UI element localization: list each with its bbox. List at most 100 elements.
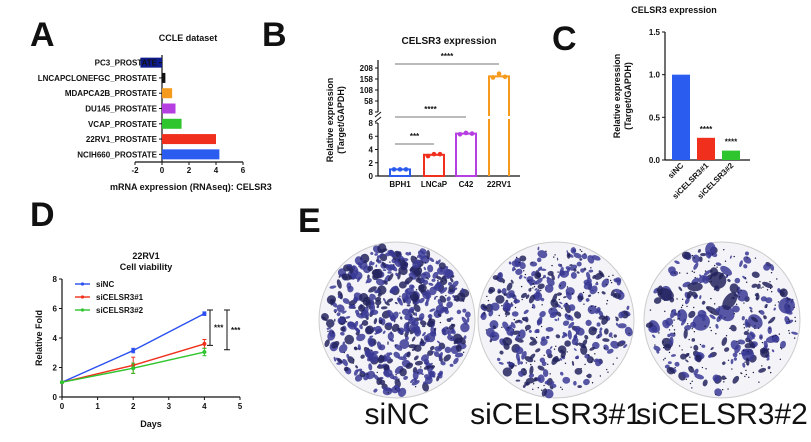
stained-cell <box>385 264 393 272</box>
bar <box>488 75 510 176</box>
stained-cell <box>405 252 410 256</box>
stained-cell <box>449 363 454 367</box>
stained-cell <box>501 288 507 295</box>
pore-dot <box>794 320 797 322</box>
pore-dot <box>537 275 540 278</box>
y-tick-label: 1.0 <box>649 71 661 80</box>
pore-dot <box>483 311 485 314</box>
stained-cell <box>663 343 672 351</box>
cell-image-1 <box>318 241 476 399</box>
stained-cell <box>657 288 674 301</box>
stained-cell <box>412 295 420 303</box>
pore-dot <box>711 253 714 255</box>
pore-dot <box>523 270 525 272</box>
stained-cell <box>355 331 360 336</box>
pore-dot <box>663 299 666 301</box>
pore-dot <box>746 363 748 365</box>
stained-cell <box>412 311 416 316</box>
stained-cell <box>773 307 776 311</box>
pore-dot <box>761 365 763 367</box>
pore-dot <box>513 318 515 321</box>
pore-dot <box>774 304 776 306</box>
stained-cell <box>360 354 365 359</box>
stained-cell <box>615 322 618 326</box>
stained-cell <box>431 278 436 282</box>
stained-cell <box>603 344 609 351</box>
y-tick-label: 0 <box>369 172 374 181</box>
y-tick-label: 158 <box>360 75 374 84</box>
stained-cell <box>325 319 335 328</box>
stained-cell <box>712 374 720 383</box>
stained-cell <box>367 337 375 347</box>
pore-dot <box>425 338 428 340</box>
stained-cell <box>398 387 407 397</box>
pore-dot <box>366 373 369 375</box>
stained-cell <box>395 272 399 277</box>
pore-dot <box>765 306 768 308</box>
pore-dot <box>597 334 600 336</box>
category-label: DU145_PROSTATE <box>85 105 157 114</box>
stained-cell <box>333 318 336 322</box>
panel-label-d: D <box>30 196 55 234</box>
pore-dot <box>554 254 556 256</box>
stained-cell <box>418 281 423 284</box>
pore-dot <box>681 349 683 351</box>
stained-cell <box>724 347 730 352</box>
stained-cell <box>420 278 426 283</box>
stained-cell <box>414 256 418 260</box>
pore-dot <box>455 295 457 297</box>
pore-dot <box>541 389 543 391</box>
significance-bracket <box>207 309 213 346</box>
pore-dot <box>745 373 748 376</box>
stained-cell <box>446 296 451 302</box>
data-point <box>490 75 496 80</box>
stained-cell <box>601 316 609 325</box>
pore-dot <box>584 363 586 366</box>
stained-cell <box>573 325 581 333</box>
stained-cell <box>515 352 520 362</box>
pore-dot <box>525 329 527 332</box>
stained-cell <box>356 333 366 342</box>
pore-dot <box>777 301 780 303</box>
stained-cell <box>602 338 610 342</box>
stained-cell <box>539 311 546 318</box>
pore-dot <box>735 303 738 306</box>
stained-cell <box>423 266 427 271</box>
pore-dot <box>615 316 617 318</box>
pore-dot <box>531 261 533 264</box>
pore-dot <box>387 392 390 394</box>
pore-dot <box>514 306 517 309</box>
pore-dot <box>571 292 574 295</box>
stained-cell <box>694 373 705 380</box>
stained-cell <box>456 309 462 315</box>
pore-dot <box>695 355 698 357</box>
stained-cell <box>596 322 601 327</box>
stained-cell <box>485 327 495 338</box>
pore-dot <box>523 373 525 375</box>
pore-dot <box>660 293 662 295</box>
pore-dot <box>713 264 716 267</box>
significance-label: *** <box>214 324 224 333</box>
stained-cell <box>571 337 579 346</box>
stained-cell <box>375 278 385 286</box>
stained-cell <box>398 255 405 260</box>
stained-cell <box>535 277 543 285</box>
stained-cell <box>577 295 584 300</box>
stained-cell <box>343 366 349 372</box>
panel-label-e: E <box>298 202 321 240</box>
pore-dot <box>658 332 660 334</box>
pore-dot <box>616 357 618 359</box>
stained-cell <box>534 272 542 279</box>
pore-dot <box>690 367 693 369</box>
pore-dot <box>584 253 586 255</box>
pore-dot <box>691 328 693 330</box>
stained-cell <box>438 352 443 359</box>
stained-cell <box>786 298 791 301</box>
stained-cell <box>537 365 545 371</box>
stained-cell <box>533 291 543 302</box>
stained-cell <box>383 298 386 302</box>
stained-cell <box>733 357 737 361</box>
pore-dot <box>508 361 511 363</box>
stained-cell <box>765 335 779 343</box>
pore-dot <box>452 324 454 326</box>
